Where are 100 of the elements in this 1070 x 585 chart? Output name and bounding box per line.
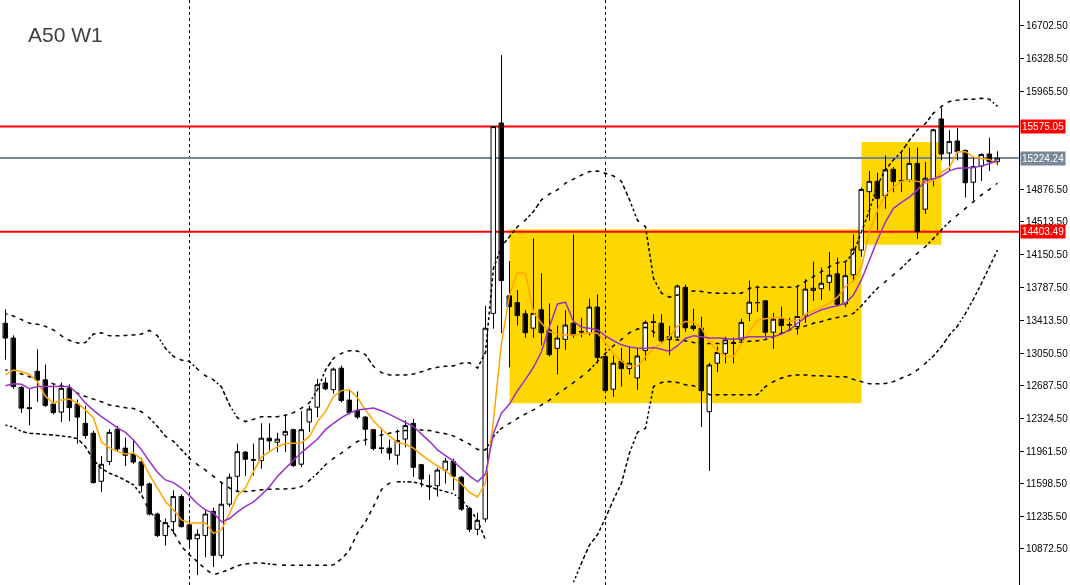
- candlestick: [395, 429, 400, 465]
- candlestick: [955, 127, 960, 161]
- ref-line-label: 15575.05: [1022, 121, 1065, 132]
- candlestick: [371, 429, 376, 451]
- candlestick: [739, 318, 744, 344]
- candlestick: [699, 316, 704, 428]
- candlestick: [435, 467, 440, 497]
- y-tick-label: 15965.50: [1026, 86, 1069, 98]
- candlestick: [683, 284, 688, 332]
- candlestick: [963, 149, 968, 198]
- y-tick-label: 13413.50: [1026, 315, 1069, 327]
- y-tick-label: 14876.50: [1026, 183, 1069, 195]
- candlestick: [51, 384, 56, 415]
- candlestick: [715, 346, 720, 373]
- candlestick: [675, 284, 680, 339]
- candlestick: [451, 458, 456, 491]
- candlestick: [163, 518, 168, 546]
- candlestick: [803, 279, 808, 323]
- candlestick: [515, 289, 520, 326]
- candlestick: [619, 347, 624, 387]
- candlestick: [563, 310, 568, 350]
- candlestick: [651, 314, 656, 338]
- candlestick: [523, 310, 528, 338]
- y-tick-label: 14513.50: [1026, 216, 1069, 228]
- candlestick: [59, 382, 64, 423]
- candlestick: [747, 280, 752, 322]
- candlestick: [91, 430, 96, 484]
- candlestick: [403, 420, 408, 448]
- candlestick: [459, 475, 464, 511]
- candlestick: [19, 386, 24, 414]
- candlestick: [635, 347, 640, 390]
- candlestick: [595, 294, 600, 364]
- candlestick: [811, 261, 816, 301]
- candlestick: [323, 377, 328, 391]
- candlestick: [691, 308, 696, 331]
- candlestick: [411, 418, 416, 477]
- candlestick: [171, 490, 176, 534]
- candlestick: [787, 317, 792, 331]
- candlestick: [443, 457, 448, 484]
- candlestick: [155, 512, 160, 538]
- candlestick: [531, 238, 536, 338]
- candlestick: [131, 439, 136, 464]
- y-tick-label: 13050.50: [1026, 347, 1069, 359]
- candlestick: [939, 107, 944, 161]
- y-tick-label: 10872.50: [1026, 543, 1069, 555]
- candlestick: [203, 509, 208, 558]
- candlestick: [587, 298, 592, 336]
- candlestick: [707, 362, 712, 472]
- candlestick: [827, 251, 832, 291]
- candlestick: [763, 300, 768, 338]
- candlestick: [987, 137, 992, 172]
- candlestick: [83, 405, 88, 439]
- candlestick: [259, 423, 264, 469]
- candlestick: [547, 303, 552, 357]
- candlestick: [331, 367, 336, 394]
- candlestick: [307, 405, 312, 432]
- candlestick: [379, 427, 384, 454]
- candlestick: [275, 432, 280, 453]
- y-tick-label: 11598.50: [1026, 478, 1068, 490]
- candlestick: [315, 378, 320, 418]
- candlestick: [755, 285, 760, 313]
- candlestick: [11, 335, 16, 389]
- candlestick: [835, 257, 840, 307]
- candlestick: [179, 494, 184, 528]
- y-tick-label: 11961.50: [1026, 445, 1068, 457]
- candlestick: [147, 482, 152, 516]
- ref-line-label: 15224.24: [1022, 153, 1065, 164]
- candlestick: [475, 512, 480, 536]
- candlestick: [723, 336, 728, 364]
- y-tick-label: 12324.50: [1026, 412, 1069, 424]
- candlestick: [659, 314, 664, 344]
- candlestick: [539, 273, 544, 346]
- y-tick-label: 14150.50: [1026, 249, 1069, 261]
- candlestick: [355, 391, 360, 419]
- candlestick: [491, 126, 496, 329]
- text: A50 W1: [28, 23, 103, 47]
- ref-line-label: 14403.49: [1022, 226, 1065, 237]
- candlestick: [67, 384, 72, 422]
- y-tick-label: 16328.50: [1026, 53, 1069, 65]
- y-tick-label: 13787.50: [1026, 281, 1069, 293]
- candlestick: [211, 507, 216, 568]
- y-tick-label: 16702.50: [1026, 19, 1069, 31]
- candlestick: [267, 423, 272, 451]
- candlestick: [99, 456, 104, 493]
- candlestick: [771, 312, 776, 349]
- y-tick-label: 11235.50: [1026, 510, 1068, 522]
- candlestick: [363, 416, 368, 446]
- candlestick: [819, 267, 824, 300]
- candlestick: [555, 325, 560, 375]
- candlestick: [571, 234, 576, 338]
- candlestick: [347, 391, 352, 415]
- candlestick: [115, 426, 120, 453]
- candlestick: [35, 349, 40, 402]
- candlestick: [579, 317, 584, 338]
- candlestick: [251, 443, 256, 476]
- candlestick: [851, 234, 856, 282]
- candlestick: [27, 389, 32, 426]
- candlestick: [611, 355, 616, 397]
- candlestick: [643, 320, 648, 361]
- candlestick: [419, 464, 424, 488]
